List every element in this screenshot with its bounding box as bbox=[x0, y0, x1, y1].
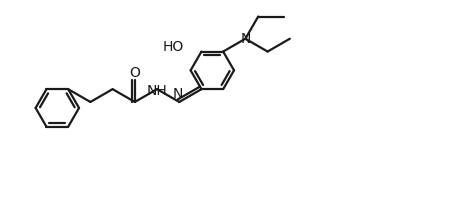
Text: HO: HO bbox=[163, 40, 184, 54]
Text: NH: NH bbox=[147, 84, 168, 98]
Text: O: O bbox=[130, 66, 140, 80]
Text: N: N bbox=[240, 32, 251, 46]
Text: N: N bbox=[173, 87, 184, 101]
